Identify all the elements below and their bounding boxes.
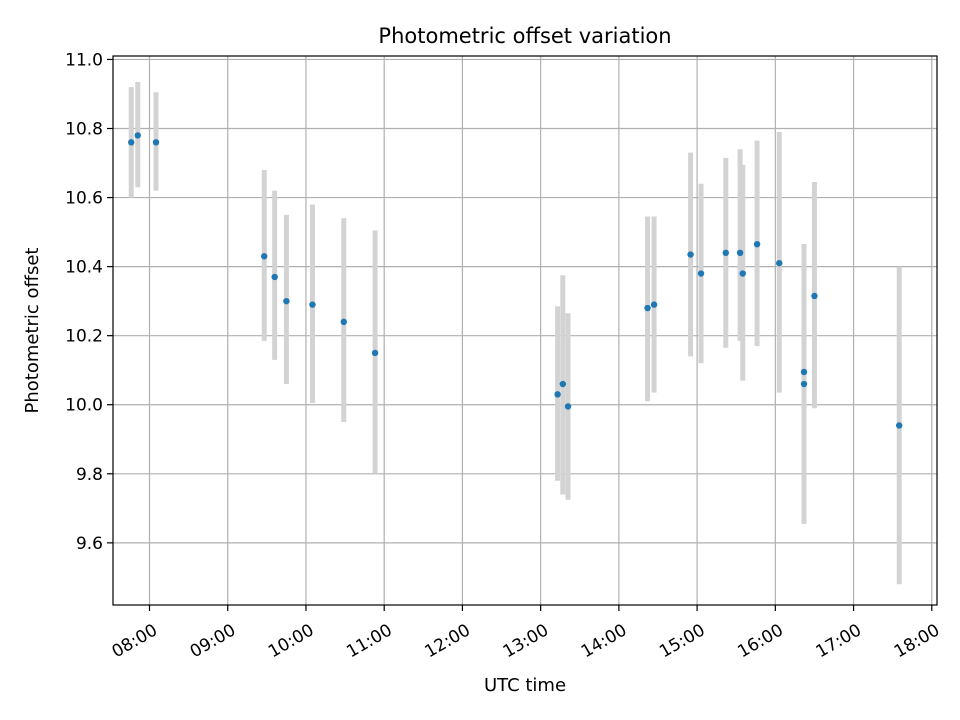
x-tick-label: 16:00 — [734, 620, 786, 662]
x-tick-label: 12:00 — [421, 620, 473, 662]
grid — [113, 56, 937, 605]
data-point — [811, 292, 818, 300]
data-point — [559, 380, 567, 388]
data-point — [736, 249, 744, 257]
data-point — [800, 368, 808, 376]
data-point — [134, 132, 141, 139]
x-tick-label: 13:00 — [500, 620, 552, 662]
data-point — [697, 270, 705, 277]
data-point — [564, 403, 572, 410]
y-tick-label: 10.0 — [65, 396, 103, 416]
y-tick-label: 9.8 — [76, 465, 103, 485]
data-point — [371, 349, 379, 357]
x-tick-label: 18:00 — [891, 620, 943, 662]
data-points — [128, 132, 903, 429]
x-tick-label: 17:00 — [813, 620, 865, 662]
data-point — [800, 380, 808, 388]
data-point — [309, 301, 316, 308]
y-axis-label: Photometric offset — [22, 248, 43, 414]
y-tick-label: 10.8 — [65, 120, 103, 140]
y-tick-label: 10.4 — [65, 258, 103, 278]
x-axis-label: UTC time — [484, 675, 566, 696]
y-axis-ticks: 9.6 9.8 10.0 10.2 10.4 10.6 10.8 11.0 — [65, 50, 113, 554]
data-point — [128, 139, 135, 146]
data-point — [554, 391, 561, 398]
x-tick-label: 11:00 — [343, 620, 395, 662]
data-point — [722, 249, 729, 257]
y-tick-label: 10.6 — [65, 189, 103, 209]
x-tick-label: 10:00 — [265, 620, 317, 662]
data-point — [687, 251, 694, 258]
data-point — [271, 273, 278, 281]
data-point — [650, 301, 658, 308]
chart-title: Photometric offset variation — [378, 24, 671, 48]
error-bars — [128, 81, 902, 585]
data-point — [776, 259, 783, 267]
x-tick-label: 15:00 — [656, 620, 708, 662]
data-point — [895, 422, 903, 429]
data-point — [644, 304, 651, 312]
y-tick-label: 10.2 — [65, 327, 103, 347]
data-point — [340, 318, 347, 326]
data-point — [152, 139, 160, 146]
data-point — [739, 270, 746, 277]
data-point — [283, 297, 290, 305]
x-tick-label: 09:00 — [187, 620, 239, 662]
data-point — [753, 240, 761, 248]
x-axis-ticks: 08:00 09:00 10:00 11:00 12:00 13:00 14:00 15:00… — [109, 605, 943, 662]
x-tick-label: 14:00 — [578, 620, 630, 662]
plot-frame — [112, 55, 938, 606]
data-point — [261, 253, 268, 260]
y-tick-label: 11.0 — [65, 50, 103, 70]
x-tick-label: 08:00 — [109, 620, 161, 662]
y-tick-label: 9.6 — [76, 534, 103, 554]
